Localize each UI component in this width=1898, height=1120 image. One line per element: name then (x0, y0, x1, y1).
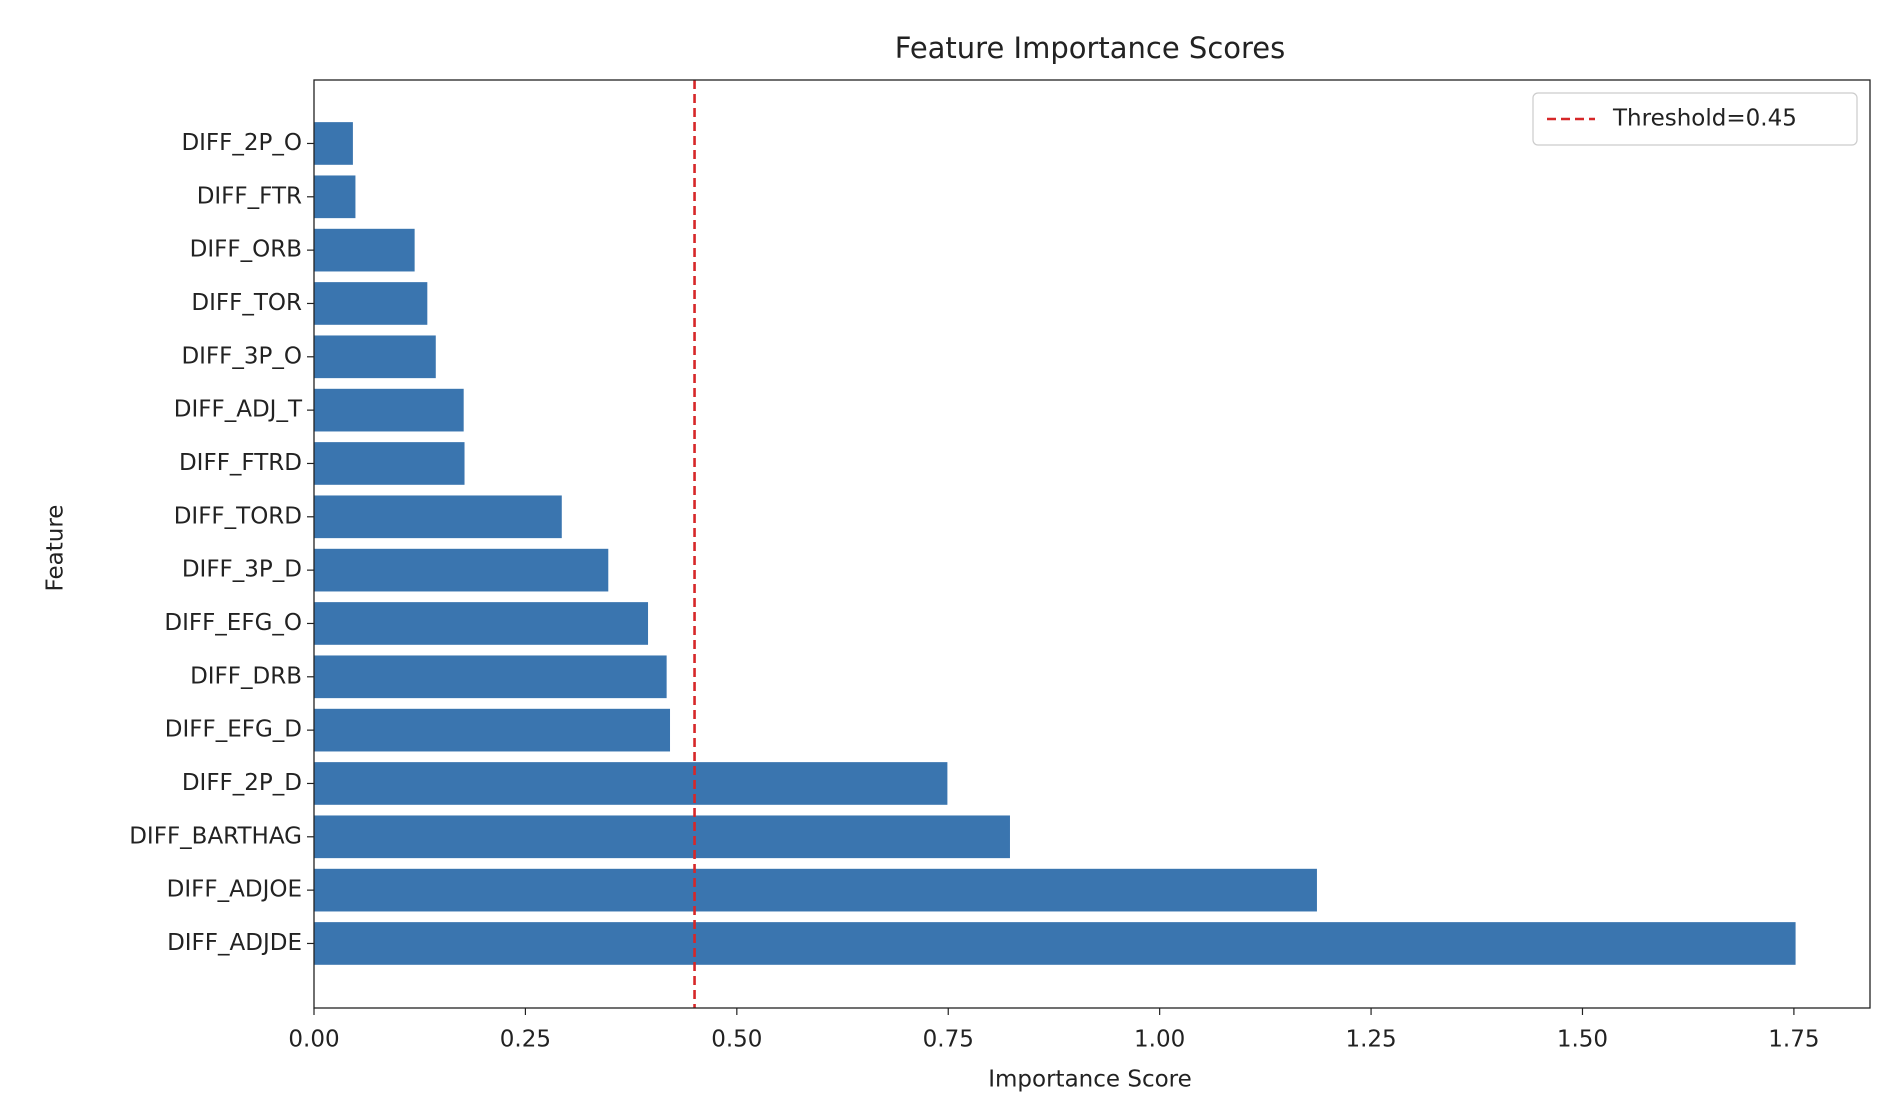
bar (314, 335, 436, 379)
bar (314, 388, 464, 432)
bar (314, 175, 356, 219)
bar (314, 868, 1317, 912)
bar (314, 495, 562, 539)
bar (314, 442, 465, 485)
y-tick-label: DIFF_TOR (191, 290, 302, 316)
y-tick-label: DIFF_FTRD (179, 450, 302, 476)
x-tick-label: 1.50 (1557, 1027, 1608, 1053)
bar (314, 548, 609, 592)
bar (314, 922, 1796, 965)
y-tick-label: DIFF_ORB (190, 237, 302, 263)
x-tick-label: 1.00 (1134, 1027, 1185, 1053)
x-axis-label: Importance Score (988, 1067, 1192, 1093)
x-tick-label: 0.25 (500, 1027, 551, 1053)
y-tick-label: DIFF_2P_D (182, 770, 302, 796)
x-tick-label: 1.75 (1768, 1027, 1819, 1053)
chart-title: Feature Importance Scores (895, 31, 1286, 65)
bar (314, 282, 428, 325)
x-tick-label: 0.50 (711, 1027, 762, 1053)
x-tick-label: 1.25 (1345, 1027, 1396, 1053)
bar (314, 655, 667, 699)
legend-box (1532, 92, 1858, 146)
y-tick-label: DIFF_EFG_D (165, 717, 302, 743)
y-tick-label: DIFF_3P_O (181, 343, 302, 369)
y-tick-label: DIFF_2P_O (181, 130, 302, 156)
y-tick-label: DIFF_ADJ_T (174, 397, 303, 423)
y-tick-label: DIFF_BARTHAG (129, 823, 302, 849)
y-tick-label: DIFF_3P_D (182, 557, 302, 583)
bar (314, 122, 353, 165)
x-tick-label: 0.00 (288, 1027, 339, 1053)
y-tick-label: DIFF_DRB (190, 663, 302, 689)
bar (314, 815, 1010, 859)
bar (314, 708, 671, 752)
y-tick-label: DIFF_FTR (197, 183, 302, 209)
y-tick-label: DIFF_ADJOE (167, 877, 302, 903)
bar (314, 228, 415, 272)
legend-label: Threshold=0.45 (1612, 106, 1797, 132)
y-axis-label: Feature (43, 505, 69, 592)
axes-frame (313, 79, 1871, 1009)
bar (314, 762, 948, 805)
x-tick-label: 0.75 (923, 1027, 974, 1053)
bar (314, 602, 649, 645)
y-tick-label: DIFF_ADJDE (167, 930, 302, 956)
y-tick-label: DIFF_TORD (174, 503, 302, 529)
y-tick-label: DIFF_EFG_O (164, 610, 302, 636)
